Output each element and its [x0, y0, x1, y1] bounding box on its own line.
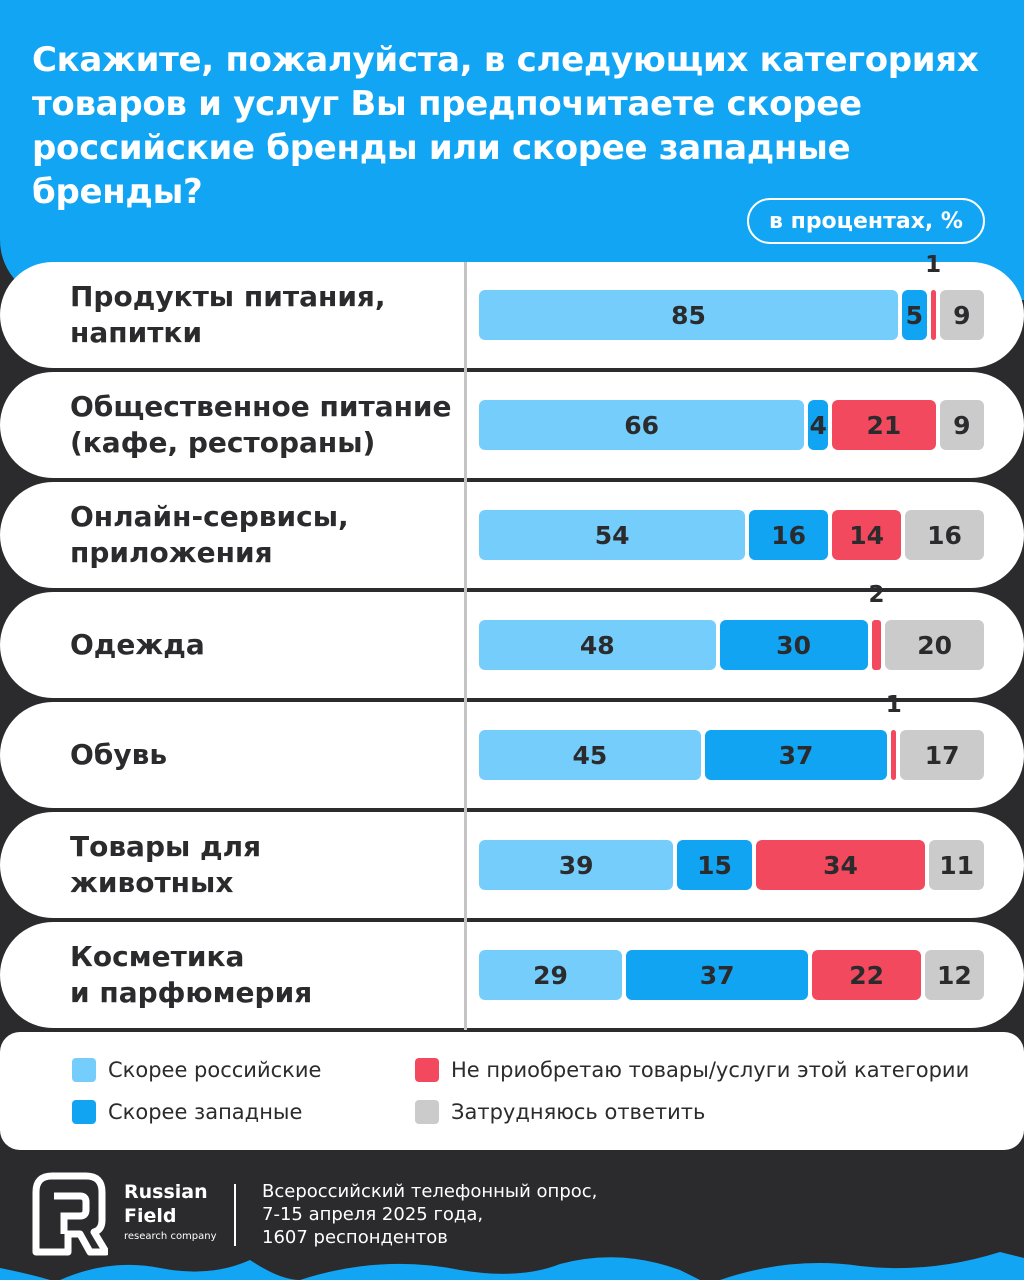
bar-segment-russian: 85	[479, 290, 899, 340]
data-label: 15	[697, 850, 732, 880]
legend-swatch-hard-to-say	[415, 1100, 439, 1124]
brand-block: Russian Field research company	[124, 1180, 217, 1244]
category-label: Косметика и парфюмерия	[70, 940, 313, 1009]
bar-segment-hard-to-say: 9	[939, 400, 984, 450]
chart-title: Скажите, пожалуйста, в следующих категор…	[32, 40, 979, 212]
data-label: 21	[866, 410, 902, 440]
legend-item-russian: Скорее российские	[72, 1058, 321, 1082]
data-label: 17	[924, 740, 960, 770]
data-label: 54	[594, 520, 630, 550]
data-label: 30	[776, 630, 811, 660]
legend-swatch-not-buy	[415, 1058, 439, 1082]
data-label: 37	[699, 960, 735, 990]
bar-segment-hard-to-say: 9	[939, 290, 985, 340]
bar-segment-not-buy: 21	[832, 400, 936, 450]
brand-subtitle: research company	[124, 1231, 217, 1242]
data-label: 22	[849, 960, 884, 990]
bar-segment-russian: 45	[479, 730, 701, 780]
bar-segment-hard-to-say: 12	[924, 950, 984, 1000]
legend-label-hard-to-say: Затрудняюсь ответить	[451, 1100, 706, 1124]
legend-item-not-buy: Не приобретаю товары/услуги этой категор…	[415, 1058, 969, 1082]
bar-segment-not-buy: 1	[925, 252, 941, 340]
bar-segment-hard-to-say: 17	[900, 730, 985, 780]
bar-segment-russian: 29	[479, 950, 622, 1000]
bar-segment-not-buy: 34	[755, 840, 926, 890]
header-banner: Скажите, пожалуйста, в следующих категор…	[0, 0, 1024, 300]
legend: Скорее российские Скорее западные Не при…	[0, 1032, 1024, 1150]
data-label: 9	[953, 300, 971, 330]
legend-label-russian: Скорее российские	[108, 1058, 322, 1082]
bar-segment-russian: 54	[479, 510, 746, 560]
data-label: 34	[823, 850, 858, 880]
bar-segment-hard-to-say: 11	[929, 840, 984, 890]
footer-divider	[234, 1184, 236, 1246]
legend-swatch-western	[72, 1100, 96, 1124]
decorative-waves	[0, 1252, 1024, 1280]
bar-segment-western: 37	[625, 950, 809, 1000]
data-label: 29	[533, 960, 568, 990]
category-label: Продукты питания, напитки	[70, 280, 386, 349]
bar-segment-western: 5	[902, 290, 927, 340]
bar-segment-western: 4	[808, 400, 829, 450]
bar-segment-russian: 66	[479, 400, 805, 450]
legend-label-western: Скорее западные	[108, 1100, 303, 1124]
data-label: 45	[572, 740, 608, 770]
legend-item-western: Скорее западные	[72, 1100, 302, 1124]
legend-swatch-russian	[72, 1058, 96, 1082]
data-label: 2	[868, 582, 885, 608]
survey-source: Всероссийский телефонный опрос, 7-15 апр…	[262, 1181, 598, 1248]
bar-segment-not-buy: 2	[868, 582, 884, 670]
bar-segment-not-buy: 14	[832, 510, 902, 560]
legend-label-not-buy: Не приобретаю товары/услуги этой категор…	[451, 1058, 970, 1082]
data-label: 66	[624, 410, 660, 440]
data-label: 85	[671, 300, 706, 330]
bar-segment-western: 16	[749, 510, 829, 560]
legend-item-hard-to-say: Затрудняюсь ответить	[415, 1100, 705, 1124]
category-label: Общественное питание (кафе, рестораны)	[70, 390, 452, 459]
bar-segment-western: 30	[719, 620, 868, 670]
data-label: 16	[927, 520, 962, 550]
data-label: 12	[937, 960, 972, 990]
data-label: 37	[778, 740, 814, 770]
bar-segment-russian: 39	[479, 840, 674, 890]
data-label: 39	[558, 850, 594, 880]
category-label: Одежда	[70, 628, 205, 661]
data-label: 4	[809, 410, 827, 440]
bar-segment-hard-to-say: 20	[885, 620, 984, 670]
unit-badge: в процентах, %	[747, 198, 985, 244]
data-label: 5	[905, 300, 924, 330]
category-label: Обувь	[70, 738, 168, 771]
data-label: 11	[939, 850, 974, 880]
russian-field-logo-icon	[32, 1172, 108, 1256]
data-label: 9	[953, 410, 971, 440]
bar-segment-western: 37	[704, 730, 888, 780]
category-label: Онлайн-сервисы, приложения	[70, 500, 349, 569]
category-label: Товары для животных	[70, 830, 262, 899]
bar-segment-not-buy: 22	[812, 950, 921, 1000]
bar-segment-western: 15	[677, 840, 752, 890]
data-label: 20	[917, 630, 953, 660]
data-label: 1	[925, 252, 942, 278]
data-label: 16	[771, 520, 807, 550]
data-label: 1	[885, 692, 902, 718]
bar-segment-not-buy: 1	[886, 692, 902, 780]
bar-segment-hard-to-say: 16	[905, 510, 984, 560]
axis-divider	[464, 262, 467, 1030]
brand-name: Russian Field	[124, 1181, 208, 1227]
data-label: 48	[579, 630, 615, 660]
data-label: 14	[849, 520, 884, 550]
bar-segment-russian: 48	[479, 620, 716, 670]
